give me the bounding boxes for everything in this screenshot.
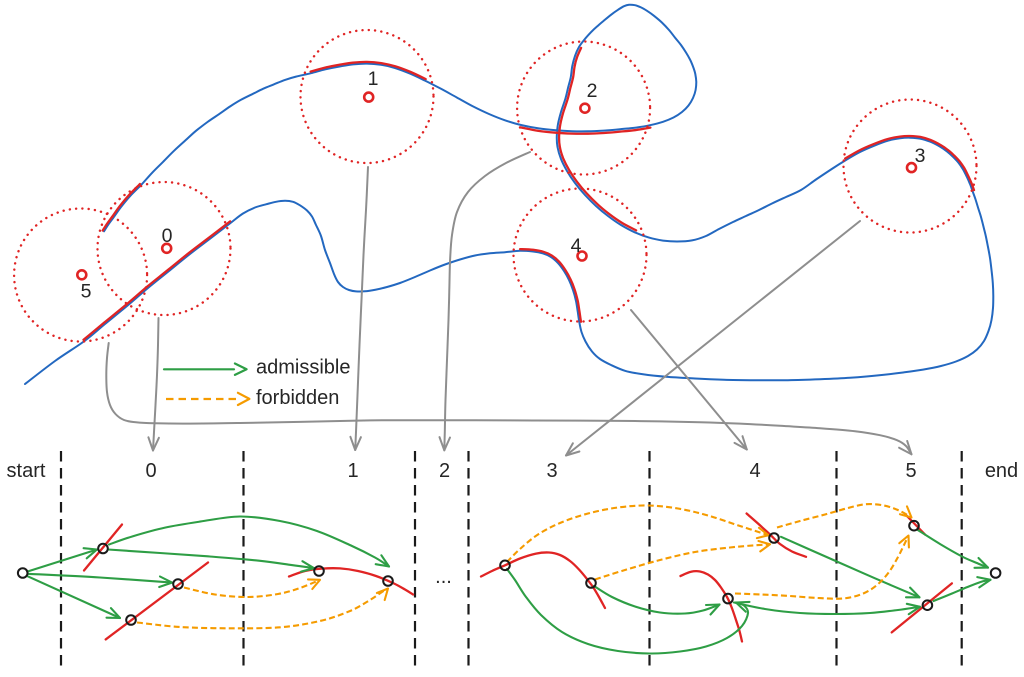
svg-text:4: 4	[571, 235, 582, 257]
svg-text:2: 2	[439, 460, 450, 482]
svg-text:3: 3	[915, 145, 926, 167]
svg-text:5: 5	[81, 281, 92, 303]
svg-text:2: 2	[587, 80, 598, 102]
svg-text:...: ...	[435, 566, 452, 588]
svg-text:admissible: admissible	[256, 357, 350, 379]
svg-text:1: 1	[368, 68, 379, 90]
svg-text:3: 3	[546, 460, 557, 482]
svg-text:start: start	[7, 460, 46, 482]
svg-text:5: 5	[905, 460, 916, 482]
svg-text:4: 4	[749, 460, 760, 482]
svg-text:0: 0	[162, 225, 173, 247]
svg-text:forbidden: forbidden	[256, 387, 339, 409]
svg-text:end: end	[985, 460, 1018, 482]
svg-text:1: 1	[347, 460, 358, 482]
svg-text:0: 0	[145, 460, 156, 482]
